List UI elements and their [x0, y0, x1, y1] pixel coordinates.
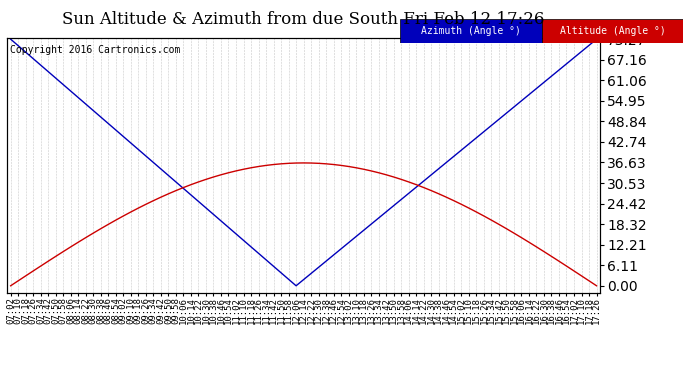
Text: Sun Altitude & Azimuth from due South Fri Feb 12 17:26: Sun Altitude & Azimuth from due South Fr…: [62, 11, 545, 28]
Text: Azimuth (Angle °): Azimuth (Angle °): [421, 26, 521, 36]
Text: Copyright 2016 Cartronics.com: Copyright 2016 Cartronics.com: [10, 45, 180, 55]
Text: Altitude (Angle °): Altitude (Angle °): [560, 26, 665, 36]
Bar: [542, 19, 683, 43]
Bar: [400, 19, 542, 43]
